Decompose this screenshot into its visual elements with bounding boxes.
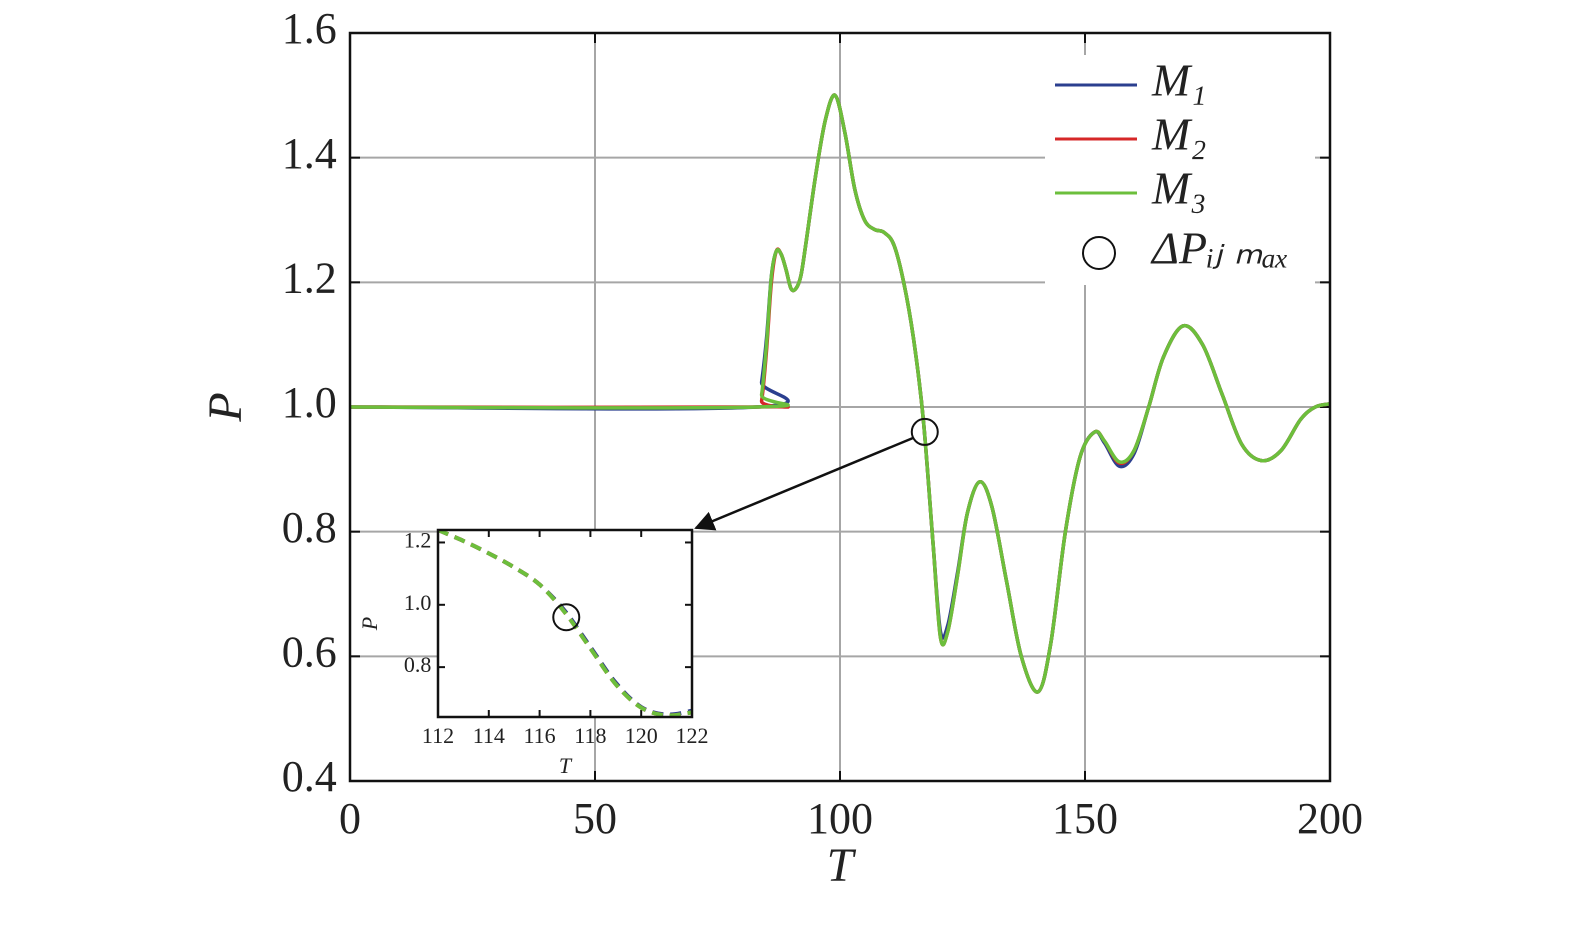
plot-background — [438, 530, 692, 717]
y-tick-label: 1.6 — [282, 4, 337, 53]
x-tick-label: 118 — [574, 723, 606, 748]
x-tick-label: 114 — [473, 723, 505, 748]
series-line — [350, 93, 1330, 694]
y-tick-label: 1.4 — [282, 129, 337, 178]
inset-plot: 112 114 116 118 120 122 0.8 1.0 1.2 T P — [357, 528, 708, 779]
x-tick-label: 122 — [676, 723, 709, 748]
x-tick-label: 200 — [1297, 794, 1363, 843]
y-axis-label: P — [357, 617, 382, 631]
y-tick-label: 0.8 — [282, 503, 337, 552]
max-diff-marker — [552, 603, 581, 632]
x-axis-label: T — [827, 839, 857, 892]
y-tick-label: 1.0 — [404, 590, 432, 615]
legend-marker — [1082, 236, 1116, 270]
zoom-arrow — [694, 436, 914, 531]
y-tick-label: 0.4 — [282, 752, 337, 801]
plot-frame — [348, 31, 1332, 783]
legend-label: M₁ — [1151, 55, 1206, 106]
y-tick-label: 0.6 — [282, 627, 337, 676]
y-tick-label: 1.2 — [282, 253, 337, 302]
legend-label: M₂ — [1151, 109, 1206, 160]
x-axis-label: T — [559, 753, 573, 778]
x-tick-label: 100 — [807, 794, 873, 843]
y-tick-label: 1.2 — [404, 528, 432, 553]
x-tick-label: 120 — [625, 723, 658, 748]
x-tick-label: 116 — [524, 723, 556, 748]
series-line — [438, 530, 692, 717]
y-axis-label: P — [199, 392, 252, 422]
max-diff-marker — [910, 417, 939, 446]
y-tick-label: 0.8 — [404, 652, 432, 677]
y-tick-label: 1.0 — [282, 378, 337, 427]
x-tick-label: 112 — [422, 723, 454, 748]
legend-label: ΔPᵢⱼ ₘₐₓ — [1150, 223, 1289, 274]
plot-frame — [436, 528, 694, 719]
x-tick-label: 50 — [573, 794, 617, 843]
x-tick-label: 150 — [1052, 794, 1118, 843]
legend-label: M₃ — [1151, 163, 1206, 214]
legend-background — [1045, 55, 1315, 285]
x-tick-label: 0 — [339, 794, 361, 843]
